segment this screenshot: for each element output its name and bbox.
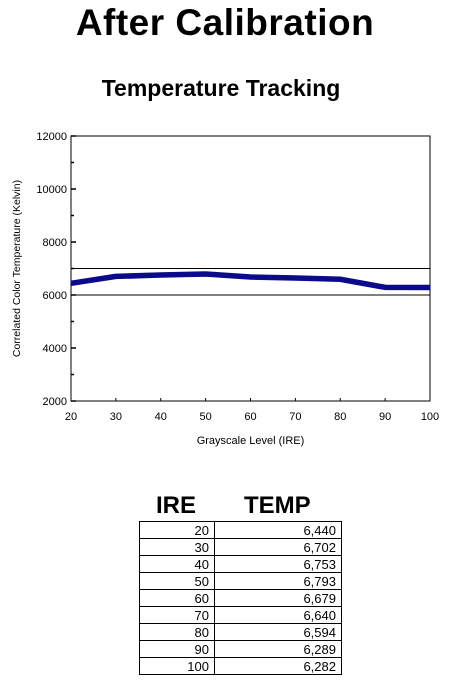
- table-row: 90 6,289: [139, 640, 342, 658]
- y-tick-label: 4000: [43, 343, 67, 355]
- x-tick-label: 70: [289, 411, 301, 423]
- table-row: 80 6,594: [139, 623, 342, 641]
- temperature-chart: 2000 4000 6000 8000 10000 12000 20 30 40 50 60 70 80…: [11, 131, 439, 447]
- chart-title: Temperature Tracking: [101, 75, 341, 101]
- y-tick-label: 6000: [43, 290, 67, 302]
- y-tick-label: 2000: [43, 396, 67, 408]
- x-tick-label: 80: [334, 411, 346, 423]
- x-tick-label: 40: [155, 411, 167, 423]
- ire-cell: 100: [139, 657, 215, 675]
- y-axis-label: Correlated Color Temperature (Kelvin): [11, 180, 23, 357]
- temp-cell: 6,440: [214, 521, 342, 539]
- x-tick-label: 20: [65, 411, 77, 423]
- temperature-table: 20 6,440 30 6,702 40 6,753 50 6,793 60 6,679 70 6,6…: [139, 521, 342, 675]
- y-tick-label: 10000: [36, 184, 67, 196]
- table-header-temp: TEMP: [244, 492, 311, 519]
- ire-cell: 90: [139, 640, 215, 658]
- ire-cell: 20: [139, 521, 215, 539]
- temp-cell: 6,594: [214, 623, 342, 641]
- x-tick-label: 50: [200, 411, 212, 423]
- table-row: 30 6,702: [139, 538, 342, 556]
- ire-cell: 30: [139, 538, 215, 556]
- ire-cell: 50: [139, 572, 215, 590]
- temp-cell: 6,753: [214, 555, 342, 573]
- ire-cell: 80: [139, 623, 215, 641]
- temp-cell: 6,282: [214, 657, 342, 675]
- table-row: 70 6,640: [139, 606, 342, 624]
- x-tick-label: 60: [244, 411, 256, 423]
- page-title: After Calibration: [75, 2, 375, 43]
- table-row: 40 6,753: [139, 555, 342, 573]
- x-tick-label: 30: [110, 411, 122, 423]
- ire-cell: 70: [139, 606, 215, 624]
- table-header-ire: IRE: [156, 492, 197, 519]
- temp-cell: 6,793: [214, 572, 342, 590]
- x-tick-label: 90: [379, 411, 391, 423]
- temp-cell: 6,679: [214, 589, 342, 607]
- temp-cell: 6,640: [214, 606, 342, 624]
- temp-cell: 6,289: [214, 640, 342, 658]
- table-row: 100 6,282: [139, 657, 342, 675]
- ire-cell: 60: [139, 589, 215, 607]
- x-tick-label: 100: [421, 411, 439, 423]
- y-tick-label: 8000: [43, 237, 67, 249]
- table-row: 20 6,440: [139, 521, 342, 539]
- table-row: 60 6,679: [139, 589, 342, 607]
- x-axis-label: Grayscale Level (IRE): [197, 435, 305, 447]
- series-line: [70, 271, 431, 291]
- y-tick-label: 12000: [36, 131, 67, 143]
- ire-cell: 40: [139, 555, 215, 573]
- table-row: 50 6,793: [139, 572, 342, 590]
- temp-cell: 6,702: [214, 538, 342, 556]
